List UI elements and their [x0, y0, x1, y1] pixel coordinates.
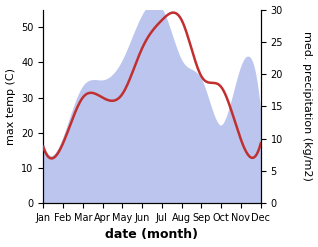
Y-axis label: med. precipitation (kg/m2): med. precipitation (kg/m2): [302, 31, 313, 181]
Y-axis label: max temp (C): max temp (C): [5, 68, 16, 145]
X-axis label: date (month): date (month): [106, 228, 198, 242]
